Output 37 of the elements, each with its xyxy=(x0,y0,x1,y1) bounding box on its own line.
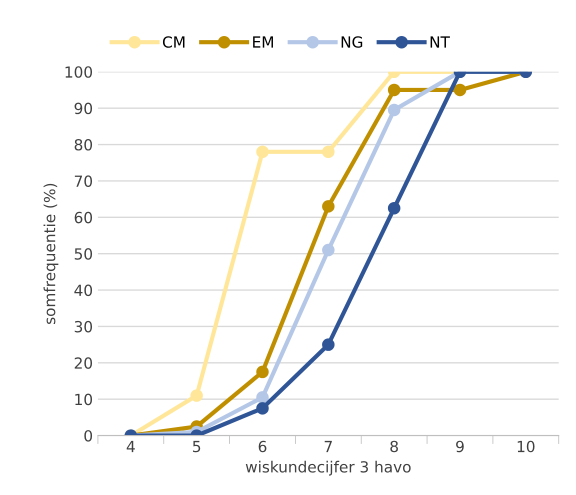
x-tick-label: 6 xyxy=(258,440,266,452)
x-tick-label: 4 xyxy=(126,440,135,452)
point xyxy=(256,402,269,415)
x-tick-label: 7 xyxy=(324,440,332,452)
x-tick-label: 10 xyxy=(518,440,535,452)
y-tick-label: 30 xyxy=(74,320,92,332)
legend-label: EM xyxy=(253,36,273,48)
point xyxy=(388,202,400,214)
x-tick-label: 8 xyxy=(390,440,398,452)
y-axis-title: somfrequentie (%) xyxy=(44,184,58,324)
point xyxy=(256,366,269,378)
point xyxy=(454,84,466,96)
y-tick-label: 40 xyxy=(74,284,92,296)
point xyxy=(256,391,269,404)
x-axis-title: wiskundecijfer 3 havo xyxy=(246,460,411,476)
y-tick-label: 70 xyxy=(74,175,92,187)
point xyxy=(322,338,335,351)
y-tick-label: 0 xyxy=(84,430,92,442)
y-tick-label: 20 xyxy=(74,357,92,369)
legend-label: NG xyxy=(342,36,362,48)
y-tick-label: 10 xyxy=(75,394,92,406)
y-tick-label: 80 xyxy=(74,139,92,151)
point xyxy=(388,84,400,96)
point xyxy=(388,104,400,116)
point xyxy=(322,200,335,213)
point xyxy=(190,389,203,402)
y-tick-label: 50 xyxy=(74,248,92,260)
x-tick-label: 5 xyxy=(192,440,200,452)
point xyxy=(322,146,335,158)
y-tick-label: 100 xyxy=(66,66,92,78)
y-tick-label: 60 xyxy=(74,212,92,224)
x-tick-label: 9 xyxy=(456,440,464,452)
y-tick-label: 90 xyxy=(74,102,92,114)
point xyxy=(322,244,335,256)
legend-label: CM xyxy=(162,36,184,48)
point xyxy=(256,146,269,158)
legend-label: NT xyxy=(430,36,450,48)
